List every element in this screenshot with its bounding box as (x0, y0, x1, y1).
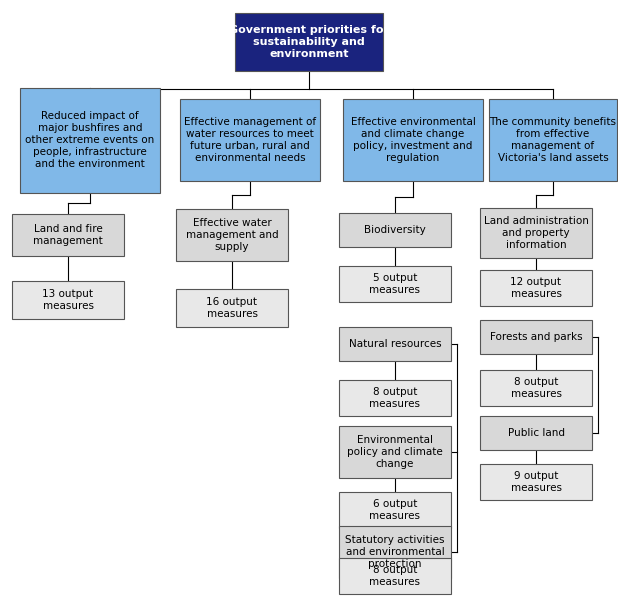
FancyBboxPatch shape (339, 426, 451, 478)
Text: Statutory activities
and environmental
protection: Statutory activities and environmental p… (345, 535, 445, 569)
Text: 8 output
measures: 8 output measures (370, 565, 420, 587)
FancyBboxPatch shape (339, 380, 451, 416)
Text: Effective management of
water resources to meet
future urban, rural and
environm: Effective management of water resources … (184, 117, 316, 163)
Text: 12 output
measures: 12 output measures (510, 277, 562, 299)
Text: 13 output
measures: 13 output measures (43, 289, 93, 311)
Text: The community benefits
from effective
management of
Victoria's land assets: The community benefits from effective ma… (489, 117, 617, 163)
Text: Forests and parks: Forests and parks (489, 332, 582, 342)
FancyBboxPatch shape (480, 320, 592, 354)
FancyBboxPatch shape (180, 99, 320, 181)
Text: Land administration
and property
information: Land administration and property informa… (483, 216, 588, 250)
FancyBboxPatch shape (12, 281, 124, 319)
FancyBboxPatch shape (480, 208, 592, 258)
FancyBboxPatch shape (339, 558, 451, 594)
Text: Public land: Public land (507, 428, 564, 438)
Text: 9 output
measures: 9 output measures (510, 471, 562, 493)
FancyBboxPatch shape (343, 99, 483, 181)
FancyBboxPatch shape (20, 88, 160, 192)
FancyBboxPatch shape (339, 213, 451, 247)
FancyBboxPatch shape (480, 270, 592, 306)
Text: 5 output
measures: 5 output measures (370, 273, 420, 295)
FancyBboxPatch shape (176, 209, 288, 261)
Text: Government priorities for
sustainability and
environment: Government priorities for sustainability… (229, 25, 389, 59)
FancyBboxPatch shape (339, 492, 451, 528)
FancyBboxPatch shape (339, 266, 451, 302)
Text: Natural resources: Natural resources (349, 339, 441, 349)
FancyBboxPatch shape (480, 464, 592, 500)
FancyBboxPatch shape (480, 416, 592, 450)
FancyBboxPatch shape (489, 99, 617, 181)
Text: Environmental
policy and climate
change: Environmental policy and climate change (347, 435, 443, 469)
FancyBboxPatch shape (176, 289, 288, 327)
FancyBboxPatch shape (480, 370, 592, 406)
Text: 8 output
measures: 8 output measures (510, 377, 562, 399)
Text: Biodiversity: Biodiversity (364, 225, 426, 235)
Text: 16 output
measures: 16 output measures (206, 297, 258, 319)
FancyBboxPatch shape (339, 327, 451, 361)
FancyBboxPatch shape (12, 214, 124, 256)
FancyBboxPatch shape (235, 13, 383, 71)
FancyBboxPatch shape (339, 526, 451, 578)
Text: Effective water
management and
supply: Effective water management and supply (185, 218, 278, 252)
Text: Land and fire
management: Land and fire management (33, 224, 103, 246)
Text: 6 output
measures: 6 output measures (370, 499, 420, 521)
Text: Effective environmental
and climate change
policy, investment and
regulation: Effective environmental and climate chan… (350, 117, 475, 163)
Text: 8 output
measures: 8 output measures (370, 387, 420, 409)
Text: Reduced impact of
major bushfires and
other extreme events on
people, infrastruc: Reduced impact of major bushfires and ot… (25, 111, 154, 169)
